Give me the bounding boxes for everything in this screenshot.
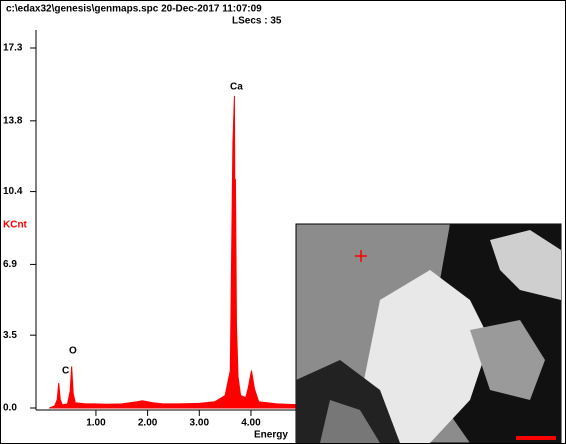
x-tick-label: 2.00 <box>138 418 158 429</box>
peak-label: C <box>62 366 69 377</box>
x-tick-label: 3.00 <box>190 418 210 429</box>
x-axis-label: Energy <box>254 430 288 441</box>
peak-label: Ca <box>230 82 243 93</box>
y-tick-label: 6.9 <box>3 259 17 270</box>
x-tick-label: 1.00 <box>86 418 106 429</box>
chart-subtitle: LSecs : 35 <box>232 16 282 27</box>
y-tick-label: 10.4 <box>3 186 23 197</box>
micrograph <box>295 223 562 444</box>
y-tick-label: 3.5 <box>3 330 17 341</box>
y-tick-label: 0.0 <box>3 403 17 414</box>
peak-label: O <box>69 346 77 357</box>
x-tick-label: 4.00 <box>241 418 261 429</box>
y-tick-label: 13.8 <box>3 115 23 126</box>
y-tick-label: 17.3 <box>3 43 23 54</box>
spectrum <box>49 95 562 409</box>
y-axis-label: KCnt <box>3 220 28 231</box>
chart-title: c:\edax32\genesis\genmaps.spc 20-Dec-201… <box>6 4 262 15</box>
